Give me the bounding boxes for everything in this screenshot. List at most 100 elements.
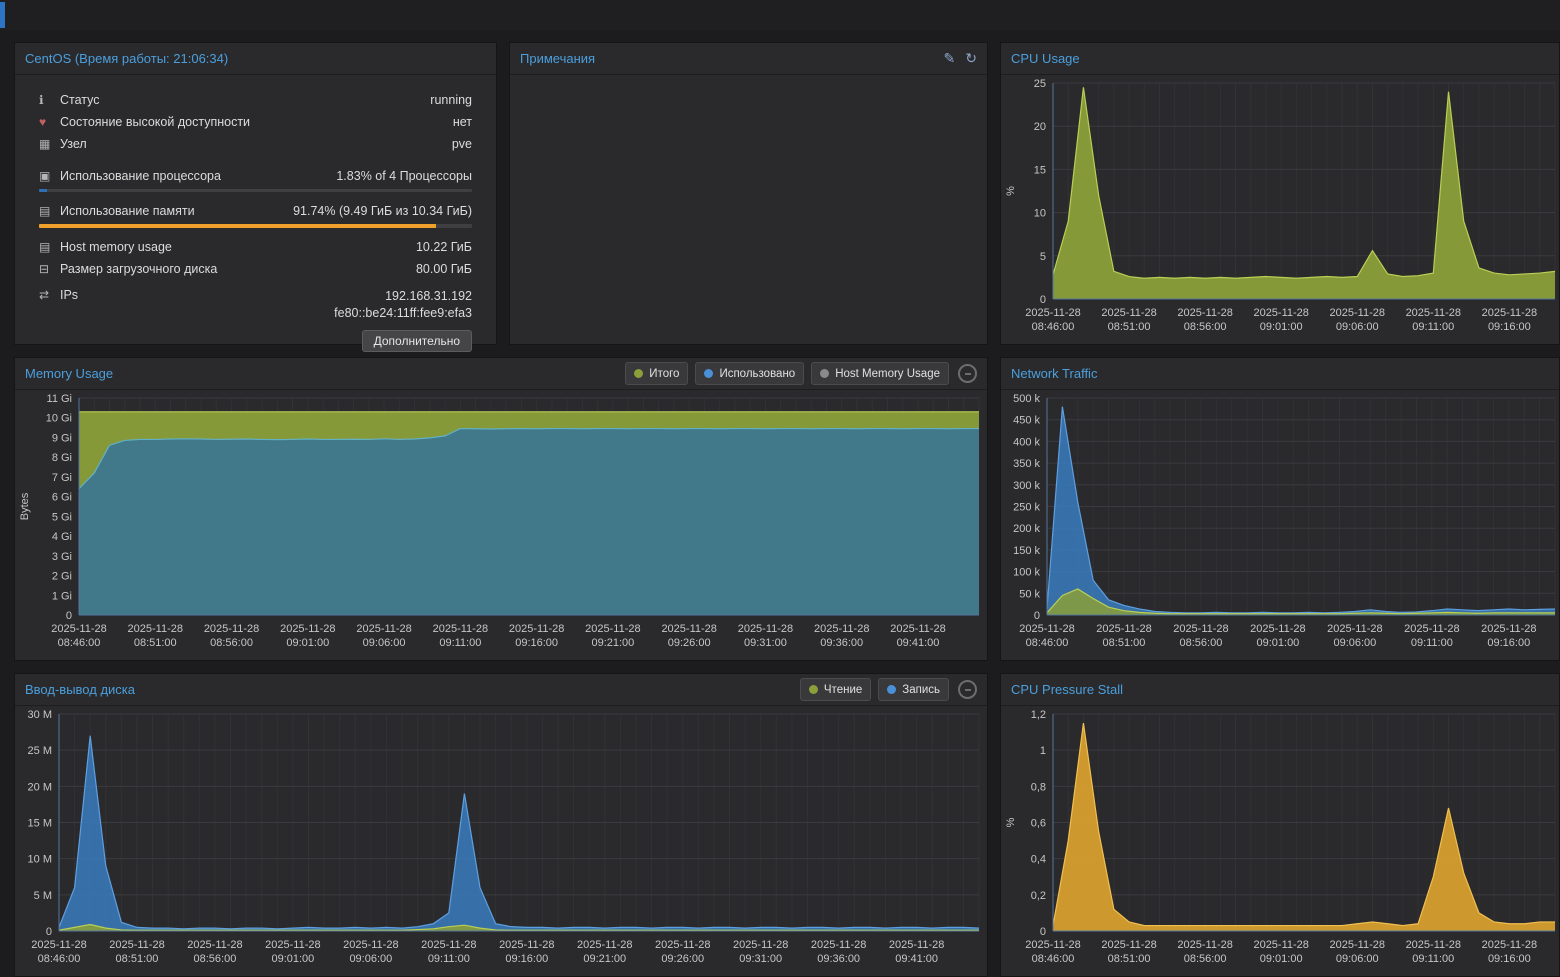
svg-text:9 Gi: 9 Gi [52, 432, 72, 444]
svg-text:Bytes: Bytes [19, 492, 31, 520]
svg-text:5: 5 [1040, 251, 1046, 263]
svg-text:2 Gi: 2 Gi [52, 571, 72, 583]
svg-text:30 M: 30 M [28, 709, 52, 721]
host-memory-value: 10.22 ГиБ [415, 240, 472, 254]
svg-text:0: 0 [66, 610, 72, 622]
svg-text:15 M: 15 M [28, 818, 52, 830]
legend-item[interactable]: Запись [878, 678, 949, 701]
svg-text:50 k: 50 k [1019, 588, 1040, 600]
status-value: running [430, 93, 472, 107]
svg-text:350 k: 350 k [1013, 458, 1040, 470]
edit-note-icon[interactable]: ✎ [943, 50, 956, 66]
svg-text:25 M: 25 M [28, 745, 52, 757]
svg-text:20: 20 [1034, 121, 1046, 133]
svg-text:1: 1 [1040, 745, 1046, 757]
bootdisk-row: ⊟ Размер загрузочного диска 80.00 ГиБ [39, 258, 472, 280]
svg-text:0,4: 0,4 [1031, 854, 1046, 866]
legend-label: Использовано [719, 367, 796, 380]
svg-text:25: 25 [1034, 78, 1046, 90]
status-panel-body: ℹ Статус running ♥ Состояние высокой дос… [15, 75, 496, 352]
legend-item[interactable]: Чтение [799, 678, 872, 701]
more-button[interactable]: Дополнительно [361, 329, 472, 352]
cpu-usage-row: ▣ Использование процессора 1.83% of 4 Пр… [39, 165, 472, 187]
bootdisk-value: 80.00 ГиБ [415, 262, 472, 276]
bootdisk-label: Размер загрузочного диска [60, 262, 218, 276]
disk-icon: ⊟ [39, 262, 50, 276]
svg-text:5 M: 5 M [34, 890, 52, 902]
memory-usage-label: Использование памяти [60, 204, 195, 218]
ip-v4: 192.168.31.192 [385, 289, 472, 303]
svg-text:1,2: 1,2 [1031, 709, 1046, 721]
legend-dot [704, 369, 714, 378]
svg-text:0: 0 [1034, 610, 1040, 622]
network-chart-header: Network Traffic [1001, 358, 1559, 390]
memory-usage-chart[interactable]: 11 Gi 10 Gi 9 Gi 8 Gi 7 Gi 6 Gi 5 Gi 4 Gi 3 Gi 2 … [15, 390, 987, 660]
memory-icon: ▤ [39, 204, 51, 218]
svg-text:10 Gi: 10 Gi [46, 413, 72, 425]
memory-chart-header: Memory Usage Итого Использовано Host Memor… [15, 358, 987, 390]
undo-zoom-button[interactable] [958, 680, 977, 699]
status-panel-header: CentOS (Время работы: 21:06:34) [15, 43, 496, 75]
top-bar-accent [0, 2, 5, 28]
cpu-usage-value: 1.83% of 4 Процессоры [336, 169, 472, 183]
legend-item[interactable]: Использовано [695, 362, 805, 385]
legend-label: Итого [649, 367, 680, 380]
circle-arrow-icon[interactable]: ↻ [965, 50, 977, 66]
node-icon: ▦ [39, 137, 51, 151]
legend-item[interactable]: Host Memory Usage [811, 362, 949, 385]
undo-zoom-button[interactable] [958, 364, 977, 383]
memory-usage-value: 91.74% (9.49 ГиБ из 10.34 ГиБ) [293, 204, 472, 218]
cpu-chart-header: CPU Usage [1001, 43, 1559, 75]
legend-dot [808, 685, 818, 694]
ips-row: ⇄ IPs 192.168.31.192 fe80::be24:11ff:fee… [39, 288, 472, 322]
svg-text:7 Gi: 7 Gi [52, 472, 72, 484]
network-traffic-chart[interactable]: 500 k 450 k 400 k 350 k 300 k 250 k 200 k 150 k… [1001, 390, 1559, 660]
svg-text:3 Gi: 3 Gi [52, 551, 72, 563]
memory-chart-title: Memory Usage [25, 366, 114, 381]
network-traffic-panel: Network Traffic 500 k 450 k 400 k 350 k 300 … [1000, 357, 1560, 661]
memory-chart-legend: Итого Использовано Host Memory Usage [618, 362, 977, 385]
network-chart-title: Network Traffic [1011, 366, 1098, 381]
ips-label: IPs [60, 288, 79, 302]
memory-progress-bar [39, 224, 472, 228]
legend-dot [820, 369, 830, 378]
node-label: Узел [60, 137, 87, 151]
legend-item[interactable]: Итого [625, 362, 689, 385]
cpu-pressure-chart[interactable]: 1,2 1 0,8 0,6 0,4 0,2 0 2025-11-28 08:46:00 2025-… [1001, 706, 1559, 976]
disk-io-chart[interactable]: 30 M 25 M 20 M 15 M 10 M 5 M 0 2025-11-28 08:46:… [15, 706, 987, 976]
svg-text:0,6: 0,6 [1031, 818, 1046, 830]
ips-value: 192.168.31.192 fe80::be24:11ff:fee9:efa3 [334, 288, 472, 322]
cpu-usage-label: Использование процессора [60, 169, 221, 183]
cpu-usage-chart[interactable]: 25 20 15 10 5 0 2025-11-28 08:46:00 2025-11-28 08… [1001, 75, 1559, 344]
ha-row: ♥ Состояние высокой доступности нет [39, 111, 472, 133]
svg-text:150 k: 150 k [1013, 545, 1040, 557]
summary-content: CentOS (Время работы: 21:06:34) ℹ Статус… [0, 30, 1560, 977]
status-row: ℹ Статус running [39, 89, 472, 111]
cpu-chart-title: CPU Usage [1011, 51, 1080, 66]
